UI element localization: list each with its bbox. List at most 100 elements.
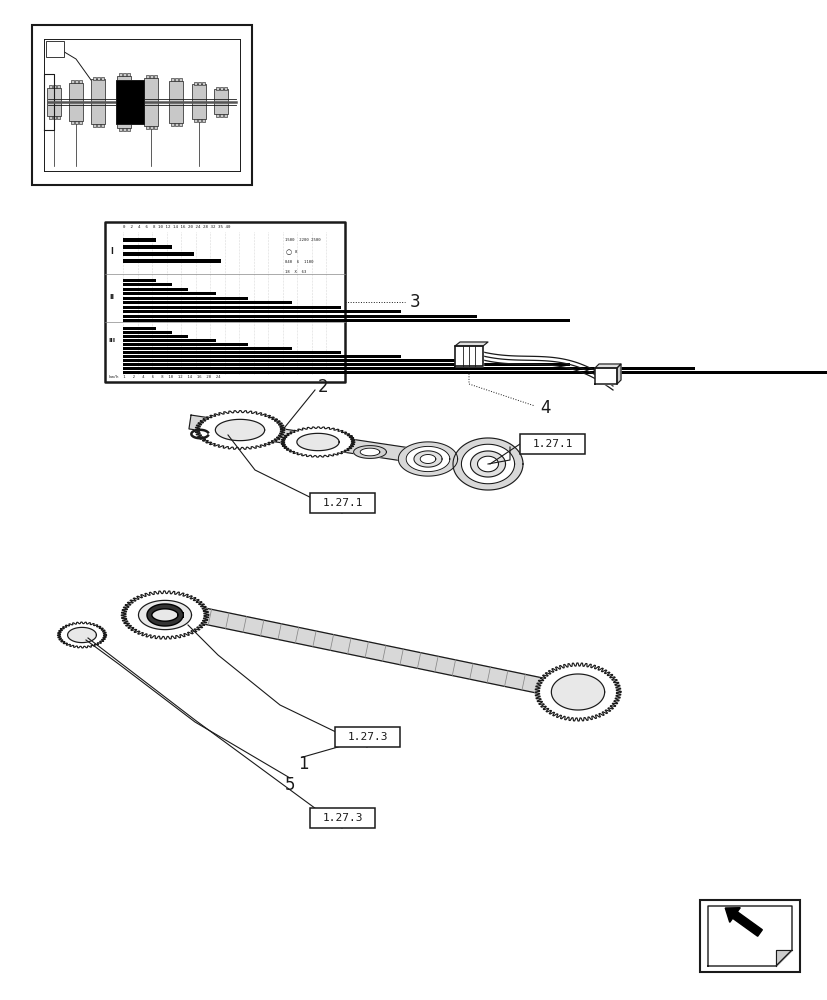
Polygon shape [470,451,505,477]
Bar [123,128,126,131]
Bar [32,25,251,185]
Bar [101,77,104,80]
Bar [194,119,197,122]
Polygon shape [297,433,339,451]
Bar [123,252,194,256]
Text: 840  6  1100: 840 6 1100 [284,260,313,264]
Text: III: III [108,338,116,342]
Polygon shape [775,950,791,966]
Text: 3: 3 [409,293,420,311]
Bar [123,338,215,342]
Bar [123,342,248,346]
Polygon shape [452,438,523,490]
Bar [123,296,248,300]
Polygon shape [138,600,191,630]
Bar [123,283,172,286]
Bar [123,306,341,308]
Bar [127,128,130,131]
Bar [53,85,56,88]
Bar [69,83,83,121]
Bar [169,81,183,123]
Bar [123,359,476,361]
Bar [91,79,105,124]
Bar [146,75,149,78]
Bar [179,78,182,81]
Bar [309,493,375,513]
Text: 5: 5 [284,776,295,794]
Bar [123,259,221,263]
Bar [699,900,799,972]
Text: 1.27.3: 1.27.3 [347,732,387,742]
Bar [117,76,131,128]
Bar [123,330,172,334]
Polygon shape [414,451,442,467]
Bar [213,89,227,114]
Polygon shape [68,627,96,643]
Bar [93,77,96,80]
Bar [105,222,345,382]
Polygon shape [616,364,620,384]
Text: 8: 8 [294,250,297,254]
Bar [127,73,130,76]
Bar [224,87,227,90]
Polygon shape [183,604,601,706]
Bar [97,77,100,80]
Text: 1.27.1: 1.27.1 [322,498,362,508]
Bar [198,82,201,85]
Bar [123,362,569,365]
Polygon shape [455,342,487,346]
Bar [75,80,78,83]
Bar [49,85,52,88]
Bar [224,114,227,117]
Bar [123,355,400,358]
Bar [216,114,218,117]
Bar [150,126,153,129]
Bar [198,119,201,122]
Bar [171,78,174,81]
Bar [154,75,157,78]
Polygon shape [215,419,265,441]
Bar [71,80,74,83]
Bar [174,123,178,126]
Bar [46,41,64,57]
Bar [79,121,82,124]
Bar [202,82,205,85]
Bar [519,434,585,454]
Polygon shape [195,411,284,449]
Bar [174,78,178,81]
Bar [49,116,52,119]
Bar [123,370,827,373]
Bar [47,88,61,116]
Bar [101,124,104,127]
Bar [123,292,215,295]
Polygon shape [461,444,514,484]
Text: 1.27.3: 1.27.3 [322,813,362,823]
Bar [171,123,174,126]
Text: I: I [111,247,113,256]
Bar [220,87,222,90]
Bar [123,238,155,242]
Bar [216,87,218,90]
Bar [202,119,205,122]
Bar [150,75,153,78]
Text: 1: 1 [298,755,308,773]
Polygon shape [595,368,616,384]
Bar [146,126,149,129]
Polygon shape [595,364,620,368]
Text: 1500  2200 2500: 1500 2200 2500 [284,238,320,242]
Bar [119,73,122,76]
Bar [123,314,476,318]
Bar [79,80,82,83]
Bar [97,124,100,127]
Bar [144,78,158,126]
Polygon shape [551,674,604,710]
Bar [220,114,222,117]
Text: 4: 4 [539,399,550,417]
Bar [123,366,695,369]
Polygon shape [419,455,435,463]
Bar [57,116,60,119]
Bar [123,73,126,76]
Polygon shape [122,591,208,639]
Polygon shape [353,446,386,458]
Bar [57,85,60,88]
